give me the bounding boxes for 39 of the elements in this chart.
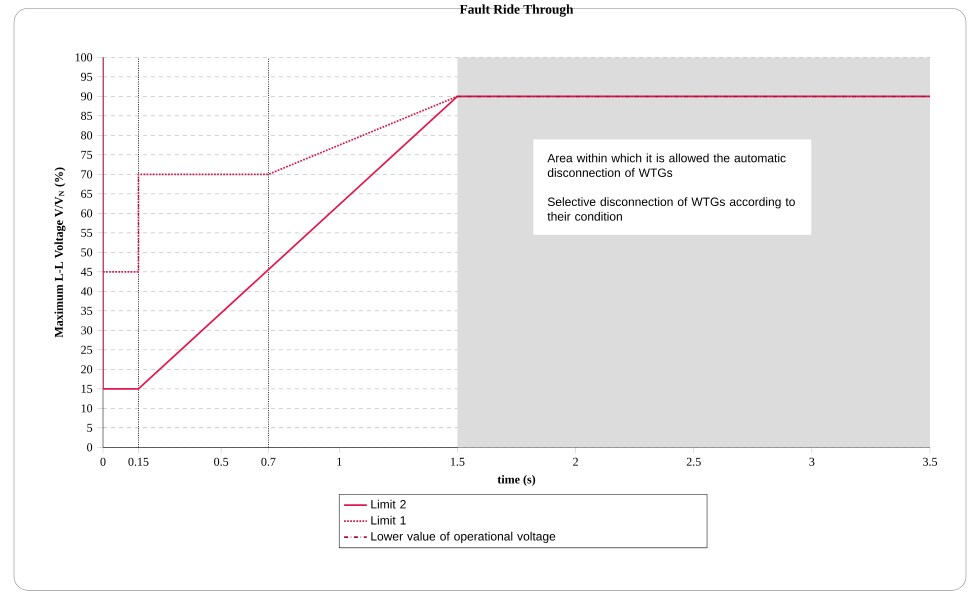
y-axis-title: Maximum L-L Voltage V/V$_{N}$ (%) — [54, 167, 66, 338]
legend-label: Limit 2 — [371, 500, 406, 508]
y-tick-label: 90 — [80, 92, 92, 100]
y-tick-label: 10 — [82, 404, 92, 412]
x-tick-label: 1 — [337, 458, 342, 466]
x-tick-label: 3 — [809, 458, 814, 466]
y-tick-label: 50 — [81, 248, 92, 256]
x-axis-title: time (s) — [498, 474, 536, 486]
chart-title: Fault Ride Through — [460, 4, 574, 16]
y-tick-label: 100 — [76, 53, 92, 62]
y-tick-label: 95 — [80, 72, 92, 81]
y-tick-label: 80 — [81, 131, 92, 140]
x-tick-label: 3.5 — [923, 458, 938, 466]
legend-label: Lower value of operational voltage — [371, 532, 556, 543]
x-tick-label: 0.7 — [261, 458, 276, 466]
x-tick-label: 2 — [573, 458, 578, 466]
y-tick-label: 5 — [87, 424, 92, 432]
annotation: Selective disconnection of WTGs according to their condition — [548, 197, 795, 221]
y-tick-label: 45 — [80, 268, 92, 276]
x-tick-label: 0.5 — [214, 458, 228, 466]
y-tick-label: 35 — [81, 306, 92, 315]
y-tick-label: 25 — [81, 346, 92, 354]
y-tick-label: 85 — [81, 112, 92, 120]
x-tick-label: 1.5 — [450, 458, 464, 466]
y-tick-label: 65 — [81, 190, 92, 198]
y-tick-label: 60 — [81, 209, 92, 218]
x-tick-label: 2.5 — [686, 458, 701, 466]
x-tick-label: 0.15 — [128, 458, 148, 466]
x-tick-label: 0 — [100, 458, 106, 466]
y-tick-label: 20 — [81, 365, 92, 374]
y-tick-label: 30 — [81, 326, 92, 334]
y-tick-label: 70 — [81, 170, 92, 178]
y-tick-label: 0 — [87, 443, 92, 452]
y-tick-label: 15 — [82, 384, 92, 393]
y-tick-label: 40 — [80, 287, 92, 296]
y-tick-label: 75 — [81, 150, 92, 159]
y-tick-label: 55 — [81, 228, 92, 237]
legend-label: Limit 1 — [371, 516, 406, 524]
band-label: Area within which it is allowed the automatic disconnection of WTGs — [547, 153, 786, 177]
